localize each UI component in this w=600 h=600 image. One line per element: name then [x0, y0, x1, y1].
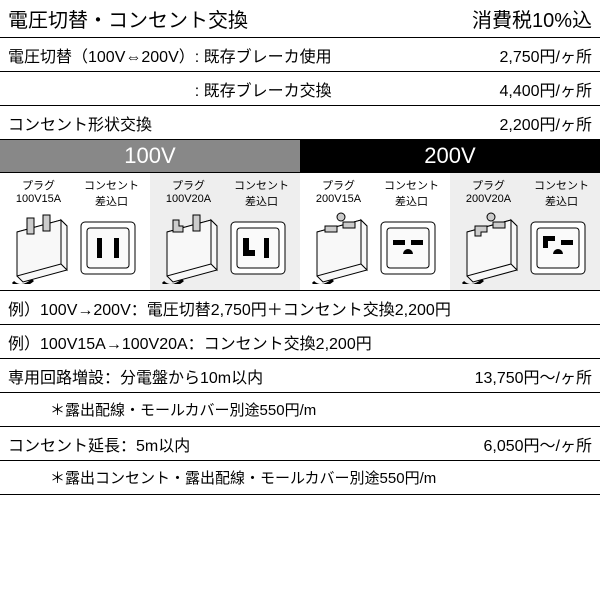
volt-switch-price-1: 2,750円/ヶ所 — [500, 43, 593, 67]
extend-note: ＊露出コンセント・露出配線・モールカバー別途550円/m — [8, 467, 436, 488]
plug-row: プラグ100V15A コンセント差込口 プラグ100V20A コンセント差込口 — [0, 173, 600, 291]
plug-cell: プラグ100V20A コンセント差込口 — [150, 173, 300, 290]
plug-cell: プラグ100V15A コンセント差込口 — [0, 173, 150, 290]
outlet-label-top: コンセント — [534, 180, 589, 192]
outlet-icon — [77, 212, 139, 284]
example-row-1: 例）100V→200V：電圧切替2,750円＋コンセント交換2,200円 — [0, 291, 600, 325]
outlet-label-bot: 差込口 — [395, 196, 428, 208]
extend-note-row: ＊露出コンセント・露出配線・モールカバー別途550円/m — [0, 461, 600, 495]
plug-icon — [311, 212, 373, 284]
title: 電圧切替・コンセント交換 — [8, 4, 248, 33]
plug-label-bot: 100V15A — [16, 193, 61, 205]
tax-note: 消費税10%込 — [472, 4, 592, 33]
outlet-label-bot: 差込口 — [545, 196, 578, 208]
extend-row: コンセント延長：5m以内 6,050円～/ヶ所 — [0, 427, 600, 461]
circuit-price: 13,750円～/ヶ所 — [475, 364, 592, 388]
circuit-row: 専用回路増設：分電盤から10m以内 13,750円～/ヶ所 — [0, 359, 600, 393]
outlet-icon — [377, 212, 439, 284]
volt-switch-row-1: 電圧切替（100V⇔200V）: 既存ブレーカ使用 2,750円/ヶ所 — [0, 38, 600, 72]
outlet-shape-row: コンセント形状交換 2,200円/ヶ所 — [0, 106, 600, 140]
plug-cell: プラグ200V20A コンセント差込口 — [450, 173, 600, 290]
example-text-1: 例）100V→200V：電圧切替2,750円＋コンセント交換2,200円 — [8, 296, 451, 320]
plug-icon — [11, 212, 73, 284]
outlet-shape-label: コンセント形状交換 — [8, 111, 152, 135]
extend-price: 6,050円～/ヶ所 — [484, 432, 593, 456]
plug-label-top: プラグ — [472, 180, 505, 192]
plug-icon — [161, 212, 223, 284]
voltage-header-100v: 100V — [0, 140, 300, 172]
circuit-note: ＊露出配線・モールカバー別途550円/m — [8, 399, 316, 420]
voltage-header: 100V 200V — [0, 140, 600, 173]
outlet-icon — [227, 212, 289, 284]
outlet-label-top: コンセント — [84, 180, 139, 192]
volt-switch-row-2: 電圧切替（100V⇔200V） : 既存ブレーカ交換 4,400円/ヶ所 — [0, 72, 600, 106]
plug-label-bot: 100V20A — [166, 193, 211, 205]
outlet-shape-price: 2,200円/ヶ所 — [500, 111, 593, 135]
voltage-header-200v: 200V — [300, 140, 600, 172]
outlet-label-top: コンセント — [384, 180, 439, 192]
plug-icon — [461, 212, 523, 284]
volt-switch-price-2: 4,400円/ヶ所 — [500, 77, 593, 101]
circuit-label: 専用回路増設：分電盤から10m以内 — [8, 364, 263, 388]
example-row-2: 例）100V15A→100V20A：コンセント交換2,200円 — [0, 325, 600, 359]
plug-label-top: プラグ — [322, 180, 355, 192]
plug-label-top: プラグ — [22, 180, 55, 192]
outlet-label-bot: 差込口 — [245, 196, 278, 208]
extend-label: コンセント延長：5m以内 — [8, 432, 190, 456]
plug-label-top: プラグ — [172, 180, 205, 192]
outlet-icon — [527, 212, 589, 284]
plug-label-bot: 200V20A — [466, 193, 511, 205]
outlet-label-top: コンセント — [234, 180, 289, 192]
plug-cell: プラグ200V15A コンセント差込口 — [300, 173, 450, 290]
title-row: 電圧切替・コンセント交換 消費税10%込 — [0, 0, 600, 38]
plug-label-bot: 200V15A — [316, 193, 361, 205]
volt-switch-label-2: : 既存ブレーカ交換 — [195, 77, 332, 101]
outlet-label-bot: 差込口 — [95, 196, 128, 208]
volt-switch-label-1: 電圧切替（100V⇔200V）: 既存ブレーカ使用 — [8, 43, 332, 67]
circuit-note-row: ＊露出配線・モールカバー別途550円/m — [0, 393, 600, 427]
example-text-2: 例）100V15A→100V20A：コンセント交換2,200円 — [8, 330, 372, 354]
